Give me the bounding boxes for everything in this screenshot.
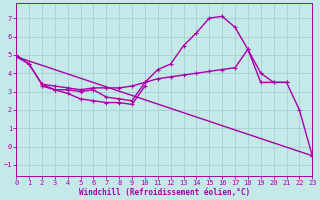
- X-axis label: Windchill (Refroidissement éolien,°C): Windchill (Refroidissement éolien,°C): [79, 188, 250, 197]
